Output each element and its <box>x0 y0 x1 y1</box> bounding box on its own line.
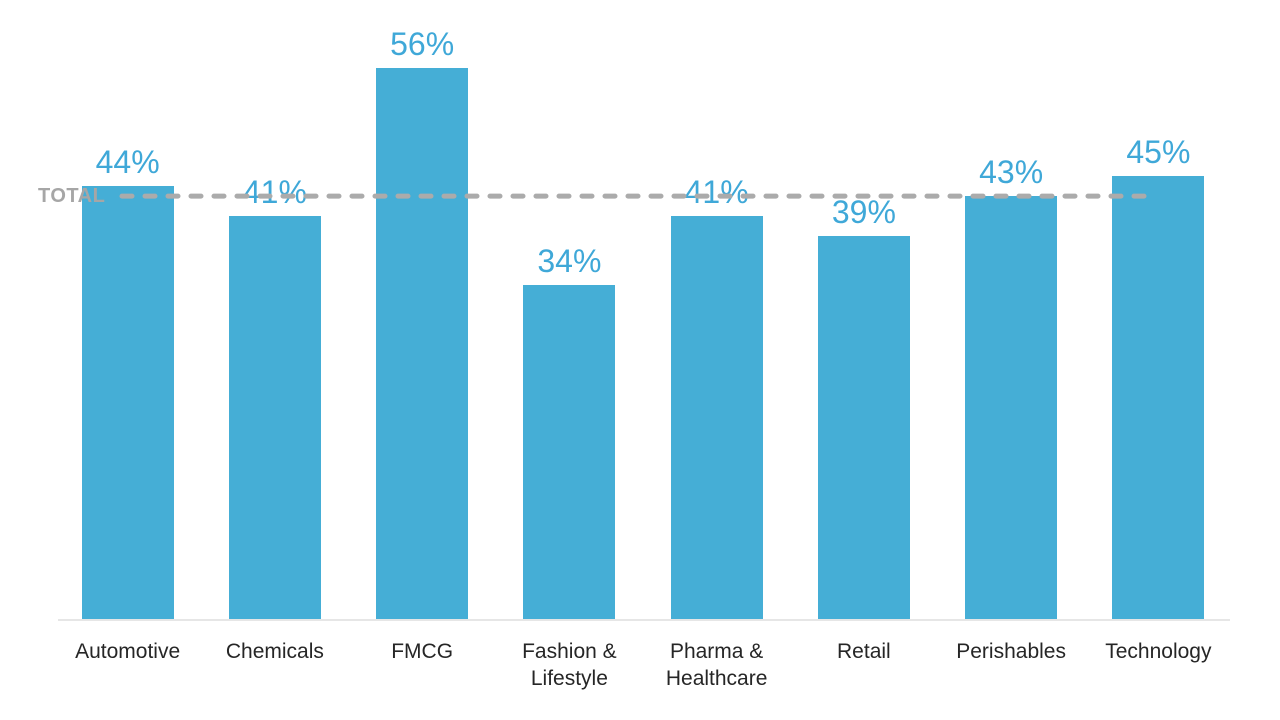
bar-column: 45% Technology <box>1085 0 1232 720</box>
category-label: Pharma & Healthcare <box>665 640 768 690</box>
category-label: Chemicals <box>225 640 324 663</box>
category-label: Retail <box>837 640 891 663</box>
bar <box>817 235 910 620</box>
bar <box>1112 176 1205 620</box>
bar-value-label: 41% <box>242 173 307 210</box>
bar-column: 41% Pharma & Healthcare <box>643 0 790 720</box>
bar <box>670 215 763 620</box>
bar <box>228 215 321 620</box>
bar-value-label: 45% <box>1126 134 1191 171</box>
bar-column: 34% Fashion & Lifestyle <box>496 0 643 720</box>
category-label: Automotive <box>75 640 181 663</box>
category-label: Perishables <box>956 640 1066 663</box>
x-axis-line <box>58 619 1230 621</box>
bar-value-label: 39% <box>831 193 896 230</box>
bar-column: 56% FMCG <box>349 0 496 720</box>
bar <box>81 186 174 620</box>
category-label: FMCG <box>391 640 454 663</box>
bar <box>523 284 616 620</box>
bar-column: 41% Chemicals <box>201 0 348 720</box>
category-label: Fashion & Lifestyle <box>522 640 617 690</box>
bar-value-label: 41% <box>684 173 749 210</box>
bar-value-label: 43% <box>979 154 1044 191</box>
bar-column: 39% Retail <box>790 0 937 720</box>
bar-value-label: 56% <box>390 26 455 62</box>
bar-value-label: 44% <box>95 144 160 181</box>
bar-column: 44% Automotive <box>54 0 201 720</box>
category-label: Technology <box>1105 640 1212 663</box>
bar <box>376 68 469 620</box>
bar-value-label: 34% <box>537 242 602 279</box>
total-label: TOTAL <box>38 185 106 208</box>
bar-column: 43% Perishables <box>938 0 1085 720</box>
bar <box>965 196 1058 620</box>
